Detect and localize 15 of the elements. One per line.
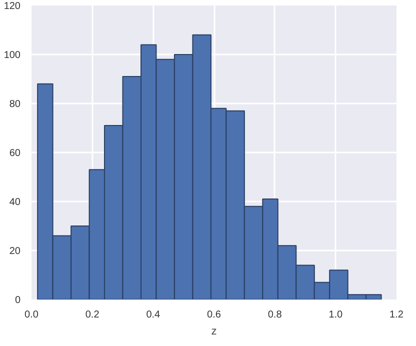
y-tick-label: 0 (14, 295, 21, 306)
x-tick-label: 1.2 (390, 310, 404, 320)
x-tick-label: 0.4 (146, 310, 161, 320)
x-tick-label: 0.0 (24, 310, 39, 320)
x-tick-label: 0.8 (268, 310, 282, 320)
x-axis-title: z (211, 326, 217, 338)
y-tick-label: 60 (9, 148, 21, 159)
x-tick-label: 0.6 (207, 310, 222, 320)
x-tick-label: 0.2 (85, 310, 100, 320)
y-tick-label: 120 (4, 1, 21, 12)
y-tick-label: 20 (9, 246, 21, 257)
y-tick-label: 80 (9, 99, 21, 110)
y-tick-label: 40 (9, 197, 21, 208)
x-tick-label: 1.0 (328, 310, 344, 320)
y-tick-label: 100 (4, 50, 21, 61)
